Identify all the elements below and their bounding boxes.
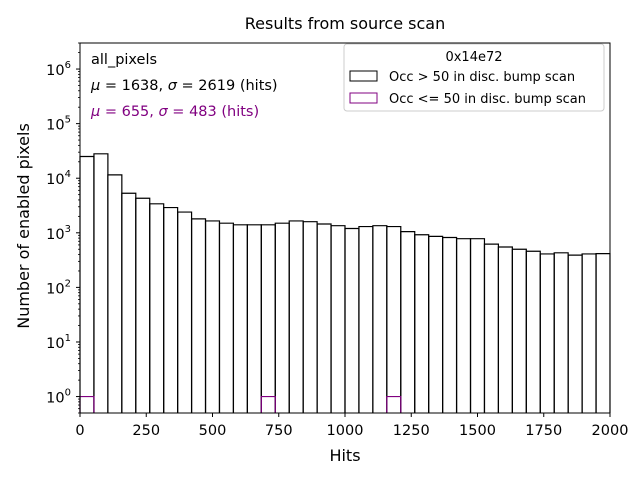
legend-entry-occ-gt-50: Occ > 50 in disc. bump scan: [389, 70, 575, 85]
histogram-bin: [386, 225, 402, 413]
histogram-bin: [414, 234, 430, 413]
histogram-bin: [135, 197, 151, 413]
histogram-bin: [539, 253, 555, 413]
y-axis-ticks: 100 101 102 103 104 105 106: [46, 42, 80, 414]
histogram-bin: [469, 238, 486, 413]
histogram-bin: [511, 248, 527, 413]
histogram-bin: [79, 395, 95, 413]
histogram-bin: [344, 227, 360, 413]
histogram-bin: [93, 153, 109, 413]
legend-swatch-occ-gt-50: [349, 70, 378, 82]
y-tick-label: 106: [46, 60, 71, 79]
x-tick-label: 750: [265, 423, 293, 439]
legend-box: [343, 43, 605, 112]
histogram-bin: [232, 224, 248, 413]
legend-entry-occ-le-50: Occ <= 50 in disc. bump scan: [389, 92, 586, 107]
histogram-bin: [442, 236, 458, 413]
histogram-bin: [79, 155, 95, 413]
series-0: [79, 153, 611, 413]
histogram-bin: [260, 395, 276, 413]
histogram-bin: [497, 246, 513, 413]
mu-symbol: μ: [90, 78, 100, 94]
y-tick-label: 100: [46, 388, 71, 407]
histogram-bin: [567, 254, 583, 413]
plot-frame: [79, 42, 611, 414]
histogram-bin: [121, 192, 137, 413]
histogram-bin: [581, 253, 597, 413]
y-tick-label: 101: [46, 333, 71, 352]
y-tick-label: 105: [46, 115, 71, 134]
histogram-bin: [288, 220, 304, 413]
sigma-value: = 483 (hits): [168, 104, 259, 120]
histogram-bin: [246, 224, 262, 413]
histogram-bin: [553, 252, 569, 413]
y-tick-label: 102: [46, 278, 71, 297]
x-tick-label: 250: [132, 423, 160, 439]
histogram-bin: [260, 224, 276, 413]
x-tick-label: 1500: [459, 423, 496, 439]
histogram-bin: [204, 220, 221, 413]
mu-value: = 655,: [100, 104, 158, 120]
histogram-bin: [149, 203, 165, 413]
histogram-bin: [218, 222, 235, 413]
sigma-symbol: σ: [159, 104, 169, 120]
histogram-bin: [483, 243, 500, 413]
legend-swatch-occ-le-50: [349, 92, 378, 104]
histogram-bin: [177, 211, 193, 413]
histogram-bin: [595, 253, 611, 413]
histogram-bin: [274, 222, 290, 413]
histogram-bin: [163, 206, 179, 413]
y-tick-label: 103: [46, 224, 71, 243]
sigma-value: = 2619 (hits): [177, 78, 278, 94]
x-axis-ticks: 0 250 500 750 1000 1250 1500 1750 2000: [75, 413, 628, 439]
x-tick-label: 1000: [327, 423, 364, 439]
legend: 0x14e72 Occ > 50 in disc. bump scan Occ …: [343, 43, 605, 112]
histogram-bin: [428, 235, 444, 413]
x-tick-label: 1750: [525, 423, 562, 439]
annotation-stats-black: μ = 1638, σ = 2619 (hits): [90, 78, 278, 94]
histogram-bin: [302, 221, 318, 413]
histogram-bin: [107, 174, 123, 413]
histogram-bin: [316, 223, 332, 413]
y-axis-label: Number of enabled pixels: [14, 123, 33, 329]
series-layer: [79, 153, 611, 413]
x-tick-label: 1250: [393, 423, 430, 439]
y-tick-label: 104: [46, 169, 71, 188]
annotation-label: all_pixels: [91, 52, 157, 68]
x-tick-label: 0: [75, 423, 84, 439]
x-axis-label: Hits: [329, 446, 360, 465]
annotation-stats-purple: μ = 655, σ = 483 (hits): [90, 104, 259, 120]
histogram-bin: [400, 231, 416, 413]
mu-value: = 1638,: [100, 78, 168, 94]
histogram-bin: [330, 225, 346, 413]
mu-symbol: μ: [90, 104, 100, 120]
histogram-bin: [372, 225, 388, 413]
x-tick-label: 500: [199, 423, 227, 439]
chart-title: Results from source scan: [245, 14, 445, 33]
series-1: [79, 395, 402, 413]
histogram-bin: [190, 218, 207, 413]
sigma-symbol: σ: [168, 78, 178, 94]
histogram-bin: [525, 250, 541, 413]
histogram-bin: [455, 238, 472, 413]
legend-title: 0x14e72: [445, 50, 502, 65]
x-tick-label: 2000: [592, 423, 629, 439]
histogram-bin: [386, 395, 402, 413]
histogram-bin: [358, 225, 374, 413]
